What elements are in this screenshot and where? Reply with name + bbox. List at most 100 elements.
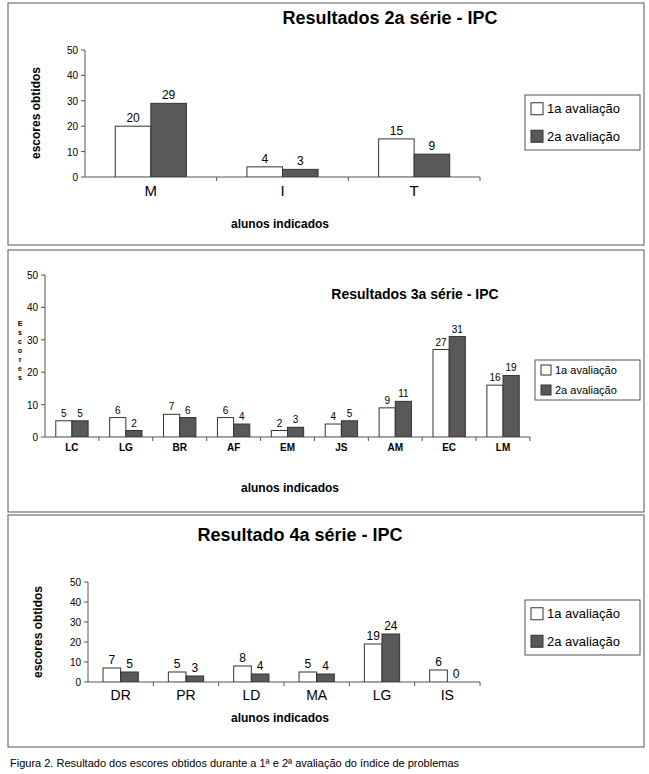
x-tick <box>153 682 154 686</box>
data-label: 5 <box>126 657 133 671</box>
data-label: 6 <box>435 655 442 669</box>
legend-frame <box>535 360 640 400</box>
data-label: 19 <box>367 629 381 643</box>
bar <box>251 674 269 682</box>
data-label: 16 <box>489 372 501 383</box>
legend-swatch <box>541 385 551 395</box>
bar <box>447 682 465 683</box>
x-tick <box>284 682 285 686</box>
x-tick-label: M <box>145 182 158 199</box>
data-label: 6 <box>223 405 229 416</box>
y-tick-label: 40 <box>27 302 39 313</box>
x-axis-label: alunos indicados <box>231 217 329 231</box>
x-tick <box>480 177 481 181</box>
legend-frame <box>525 95 640 150</box>
y-tick-label: 20 <box>27 367 39 378</box>
bar <box>364 644 382 682</box>
bar <box>72 421 88 437</box>
y-tick <box>41 404 45 405</box>
x-tick-label: PR <box>176 687 195 703</box>
bar <box>414 154 450 177</box>
chart-title: Resultado 4a série - IPC <box>197 525 402 545</box>
x-axis-label: alunos indicados <box>241 481 339 495</box>
x-tick <box>422 437 423 441</box>
bar <box>341 421 357 437</box>
y-axis-label-char: o <box>18 347 22 354</box>
x-tick-label: LD <box>242 687 260 703</box>
y-tick <box>41 437 45 438</box>
figure: Resultados 2a série - IPC010203040502029… <box>0 0 649 774</box>
bar <box>382 634 400 682</box>
y-axis <box>85 50 86 177</box>
data-label: 4 <box>257 659 264 673</box>
x-tick <box>368 437 369 441</box>
data-label: 4 <box>322 659 329 673</box>
data-label: 3 <box>293 414 299 425</box>
data-label: 7 <box>109 653 116 667</box>
y-tick <box>81 100 85 101</box>
legend-swatch <box>531 635 543 647</box>
y-axis-label-char: s <box>18 329 22 336</box>
x-tick <box>218 682 219 686</box>
legend-label: 1a avaliação <box>547 606 620 621</box>
data-label: 7 <box>169 401 175 412</box>
data-label: 9 <box>384 395 390 406</box>
legend-label: 2a avaliação <box>555 384 617 396</box>
legend-swatch <box>531 608 543 620</box>
x-tick <box>480 682 481 686</box>
panel-frame <box>8 250 644 512</box>
y-axis-label-char: e <box>18 365 22 372</box>
data-label: 5 <box>347 408 353 419</box>
x-tick <box>348 177 349 181</box>
data-label: 15 <box>390 124 404 138</box>
y-axis-label-char: E <box>18 320 23 327</box>
data-label: 2 <box>131 418 137 429</box>
legend-frame <box>525 600 640 655</box>
legend-label: 1a avaliação <box>547 101 620 116</box>
x-tick-label: LG <box>373 687 392 703</box>
bar <box>56 421 72 437</box>
bar <box>234 424 250 437</box>
data-label: 3 <box>297 154 304 168</box>
bar <box>121 672 139 682</box>
data-labels: 75538454192460 <box>109 619 460 681</box>
data-labels: 202943159 <box>126 88 435 168</box>
bar <box>317 674 335 682</box>
bar <box>271 431 287 437</box>
y-tick <box>84 602 88 603</box>
data-label: 27 <box>436 337 448 348</box>
y-tick-label: 30 <box>70 617 82 628</box>
chart: Resultados 2a série - IPC010203040502029… <box>8 3 644 245</box>
y-tick-label: 10 <box>27 400 39 411</box>
data-label: 20 <box>126 111 140 125</box>
data-label: 5 <box>61 408 67 419</box>
y-tick-label: 50 <box>70 577 82 588</box>
data-label: 29 <box>162 88 176 102</box>
y-axis <box>88 582 89 682</box>
bar <box>430 670 448 682</box>
x-tick-label: DR <box>111 687 131 703</box>
bars <box>103 634 447 682</box>
y-tick <box>41 307 45 308</box>
panel-frame <box>8 515 644 747</box>
y-tick-label: 40 <box>70 597 82 608</box>
bars <box>115 103 449 177</box>
panel-frame <box>8 3 644 245</box>
legend-label: 2a avaliação <box>547 634 620 649</box>
x-tick-label: BR <box>172 442 187 453</box>
y-axis-label: escores obtidos <box>29 67 43 159</box>
bar <box>379 408 395 437</box>
y-tick <box>84 642 88 643</box>
y-tick-label: 10 <box>67 147 79 158</box>
legend-swatch <box>531 103 543 115</box>
y-tick-label: 10 <box>70 657 82 668</box>
x-tick-label: AF <box>227 442 240 453</box>
bar <box>168 672 186 682</box>
data-label: 5 <box>305 657 312 671</box>
y-tick <box>81 126 85 127</box>
bar <box>395 401 411 437</box>
background <box>0 0 649 774</box>
bar <box>180 418 196 437</box>
x-tick-label: EM <box>280 442 295 453</box>
y-tick <box>41 275 45 276</box>
